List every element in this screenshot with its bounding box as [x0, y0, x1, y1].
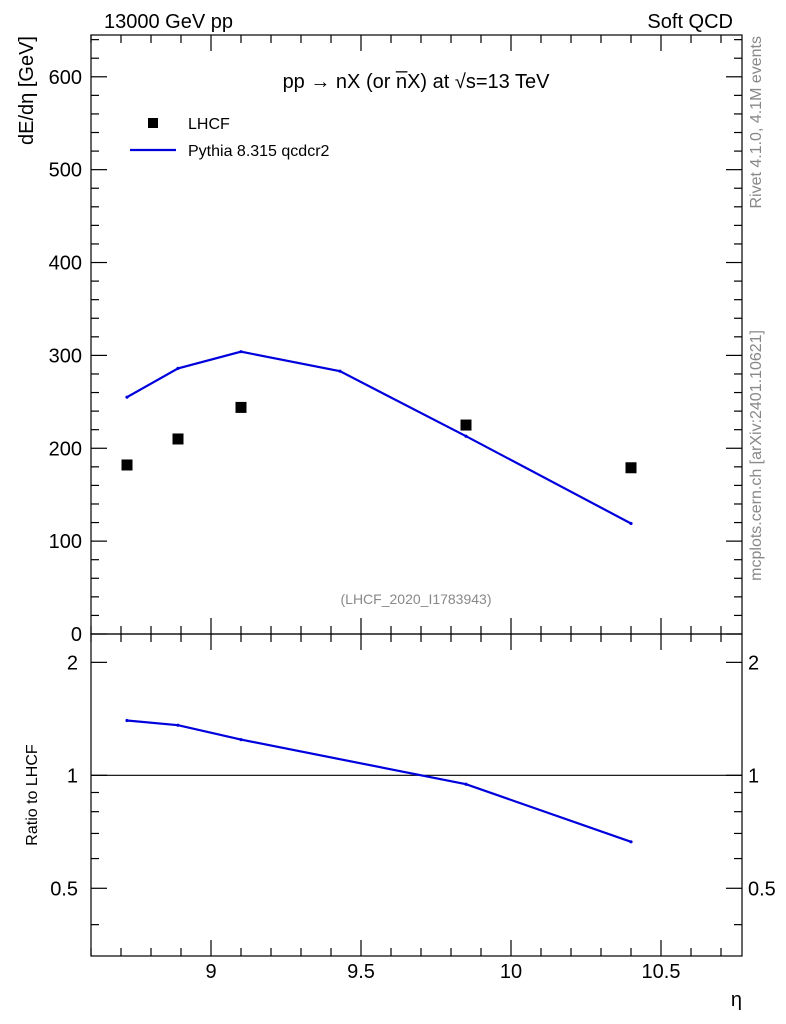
chart-title: pp → nX (or n̅X) at √s=13 TeV: [283, 70, 551, 93]
ratio-y-tick-label: 2: [67, 652, 78, 674]
pythia-point: [176, 366, 180, 370]
legend-lhcf-marker: [148, 118, 158, 128]
y-tick-label: 500: [49, 160, 82, 182]
y-tick-label: 200: [49, 438, 82, 460]
x-tick-label: 10.5: [642, 961, 681, 983]
x-tick-label: 10: [500, 961, 522, 983]
header-right-label: Soft QCD: [647, 11, 733, 33]
ratio-pythia-point: [125, 718, 129, 723]
ratio-y-tick-label-right: 2: [748, 652, 759, 674]
pythia-point: [629, 521, 633, 526]
x-axis-label: η: [731, 989, 742, 1011]
mcplots-source-label: mcplots.cern.ch [arXiv:2401.10621]: [748, 330, 765, 581]
ratio-y-tick-labels: 0.5 1 2: [50, 652, 78, 900]
pythia-point: [338, 369, 342, 373]
legend-lhcf-label: LHCF: [188, 116, 230, 133]
x-tick-labels: 9 9.5 10 10.5: [205, 961, 680, 983]
ratio-y-tick-label-right: 1: [748, 765, 759, 787]
y-tick-label: 600: [49, 67, 82, 89]
pythia-point: [464, 434, 468, 438]
ratio-pythia-line: [126, 719, 632, 843]
ratio-pythia-point: [239, 738, 243, 742]
main-y-tick-labels: 0 100 200 300 400 500 600: [49, 67, 82, 646]
main-y-axis-label: dE/dη [GeV]: [16, 36, 38, 145]
y-tick-label: 400: [49, 253, 82, 275]
y-tick-label: 100: [49, 531, 82, 553]
main-data-series: [121, 401, 637, 474]
rivet-version-label: Rivet 4.1.0, 4.1M events: [748, 36, 765, 209]
ratio-y-tick-labels-right: 0.5 1 2: [748, 652, 776, 900]
y-tick-label: 0: [71, 624, 82, 646]
pythia-point: [125, 395, 129, 399]
header-left-label: 13000 GeV pp: [104, 11, 233, 33]
lhcf-data-point: [172, 433, 184, 445]
ratio-mc-series: [91, 718, 742, 844]
x-tick-label: 9: [205, 961, 216, 983]
ratio-y-tick-label-right: 0.5: [748, 878, 776, 900]
y-tick-label: 300: [49, 345, 82, 367]
lhcf-data-point: [625, 462, 637, 474]
pythia-point: [239, 350, 243, 354]
ratio-ticks: [90, 634, 742, 956]
ratio-y-tick-label: 1: [67, 765, 78, 787]
ratio-pythia-point: [176, 723, 180, 727]
ratio-panel: 0.5 1 2 0.5 1 2 9 9.5 10 10.5 Ratio to LHCF η: [24, 633, 776, 1011]
analysis-watermark: (LHCF_2020_I1783943): [341, 591, 492, 607]
x-tick-label: 9.5: [347, 961, 375, 983]
legend: LHCF Pythia 8.315 qcdcr2: [130, 116, 330, 160]
ratio-y-axis-label: Ratio to LHCF: [24, 744, 41, 846]
lhcf-data-point: [235, 401, 247, 413]
ratio-pythia-point: [629, 840, 633, 844]
main-mc-series: [125, 350, 633, 526]
lhcf-data-point: [460, 419, 472, 431]
lhcf-data-point: [121, 459, 133, 471]
pythia-line: [126, 350, 632, 525]
ratio-pythia-point: [464, 782, 468, 786]
legend-pythia-label: Pythia 8.315 qcdcr2: [188, 143, 330, 160]
main-ticks: [90, 35, 742, 635]
ratio-y-tick-label: 0.5: [50, 878, 78, 900]
main-panel: 0 100 200 300 400 500 600 dE/dη [GeV] pp → nX …: [16, 34, 743, 646]
ratio-frame: [90, 633, 743, 957]
